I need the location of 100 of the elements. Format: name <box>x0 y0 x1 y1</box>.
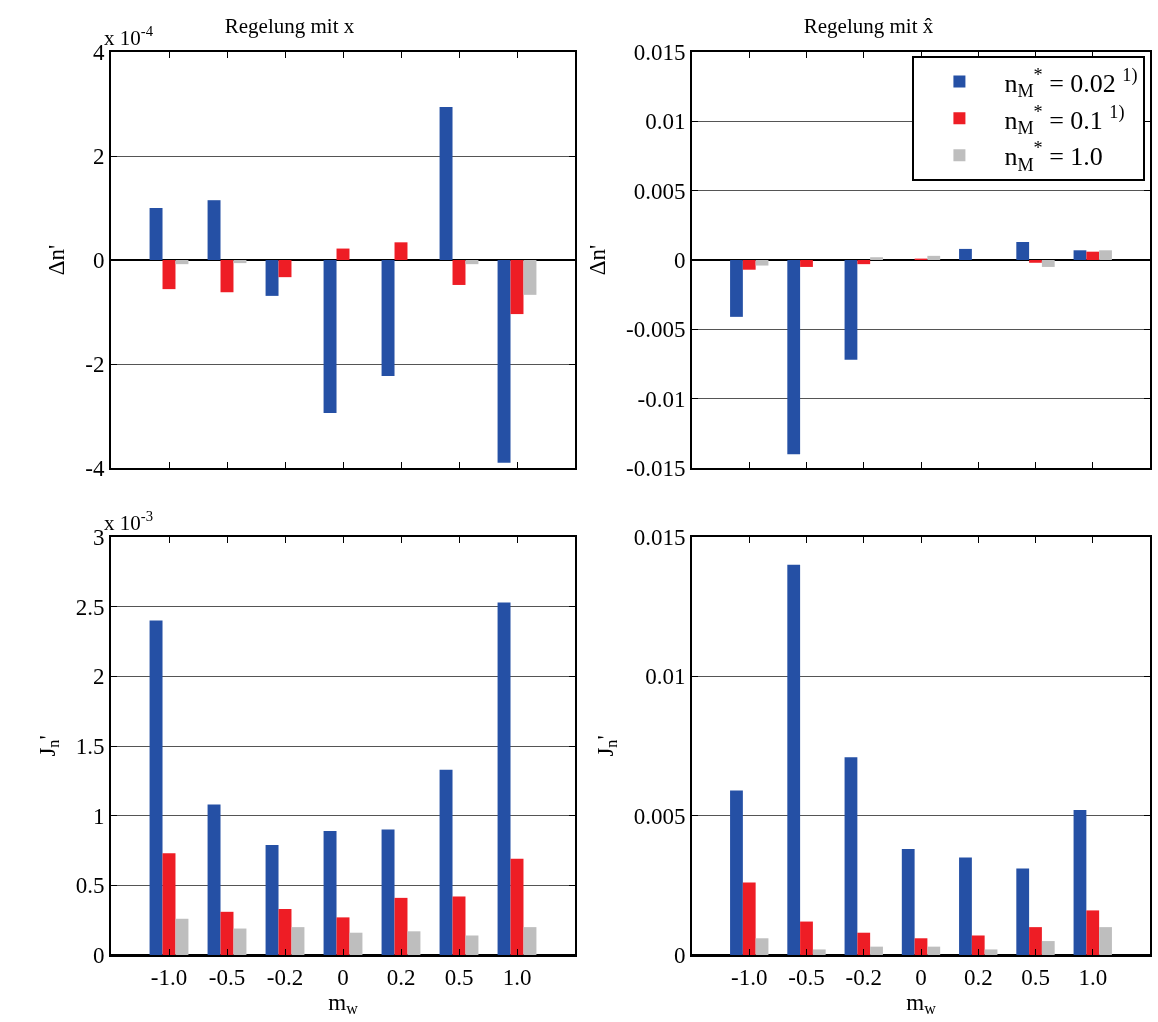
y-tick-label: 0 <box>92 943 105 969</box>
y-tick-label: 0.01 <box>645 664 686 690</box>
bar <box>812 949 826 955</box>
bar <box>1016 868 1030 955</box>
bar <box>1029 927 1042 955</box>
x-tick-label: 0 <box>915 964 927 990</box>
x-tick-label: -0.2 <box>266 964 304 990</box>
y-axis-title: Δn' <box>584 244 610 276</box>
bar <box>452 260 466 285</box>
bar <box>381 829 395 955</box>
y-tick-label: 0.005 <box>633 803 686 829</box>
x-tick-label: 0 <box>337 964 349 990</box>
bar <box>800 260 813 267</box>
y-tick-label: 1.5 <box>75 734 105 760</box>
bar <box>742 260 756 270</box>
bar <box>1086 910 1100 955</box>
bar <box>323 830 337 955</box>
bar <box>407 931 421 955</box>
x-tick-label: 0.2 <box>963 964 993 990</box>
bar <box>278 909 292 955</box>
bar <box>959 248 972 260</box>
bar <box>1029 260 1042 263</box>
bar <box>927 946 941 955</box>
legend-label: n$_{M}$$^{*}$ = 1.0 <box>1004 138 1103 175</box>
bar <box>465 935 479 955</box>
bar <box>220 260 234 293</box>
y-tick-label: 0 <box>673 248 686 274</box>
bar <box>510 260 524 315</box>
bar <box>336 917 350 955</box>
bar <box>220 911 234 955</box>
bar <box>870 946 883 955</box>
bar <box>857 260 871 265</box>
x-tick-label: 0.5 <box>444 964 474 990</box>
bar <box>755 938 769 955</box>
y-tick-label: 0.015 <box>633 40 686 66</box>
bar <box>959 857 972 955</box>
y-tick-label: -0.01 <box>637 386 686 412</box>
bar <box>175 918 189 955</box>
y-tick-label: 3 <box>92 525 105 551</box>
bar <box>742 882 756 955</box>
bar <box>233 260 247 264</box>
y-tick-label: 0 <box>92 248 105 274</box>
bar <box>1073 250 1087 260</box>
bar <box>523 260 537 295</box>
bar <box>207 200 221 260</box>
y-tick-label: -0.015 <box>625 456 686 482</box>
y-tick-label: 4 <box>92 40 105 66</box>
bar <box>394 242 408 260</box>
text: x 10$^{-4}$ <box>104 23 154 50</box>
y-tick-label: 0.015 <box>633 525 686 551</box>
y-tick-label: -4 <box>85 456 105 482</box>
bar <box>927 255 941 260</box>
x-tick-label: 1.0 <box>502 964 532 990</box>
bar <box>1073 810 1087 955</box>
y-tick-label: 0.5 <box>75 873 105 899</box>
y-axis-title: Δn' <box>44 244 70 276</box>
legend-label: n$_{M}$$^{*}$ = 0.1 $^{1)}$ <box>1004 101 1125 138</box>
bar <box>857 932 871 955</box>
bar <box>149 208 163 260</box>
bar <box>1041 260 1055 267</box>
bar <box>162 260 176 290</box>
y-tick-label: 2.5 <box>75 594 105 620</box>
bar <box>439 107 453 260</box>
bar <box>787 564 801 955</box>
bar <box>914 938 928 955</box>
bar <box>971 935 985 955</box>
y-tick-label: -0.005 <box>625 317 686 343</box>
x-axis-title: m$_{w}$ <box>906 989 937 1018</box>
x-tick-label: -0.5 <box>208 964 246 990</box>
bar <box>233 928 247 955</box>
bar <box>439 769 453 955</box>
bar <box>265 844 279 955</box>
bar <box>162 853 176 955</box>
bar <box>730 790 743 955</box>
y-tick-label: 0.005 <box>633 178 686 204</box>
bar <box>1099 927 1112 955</box>
bar <box>349 932 363 955</box>
bar <box>787 260 801 455</box>
y-tick-label: 0 <box>673 943 686 969</box>
bar <box>291 927 305 955</box>
bar <box>844 260 858 360</box>
y-tick-label: -2 <box>85 352 105 378</box>
y-tick-label: 2 <box>92 664 105 690</box>
bar <box>870 257 883 260</box>
bar <box>278 260 292 278</box>
bar <box>497 260 511 463</box>
bar <box>265 260 279 296</box>
y-tick-label: 0.01 <box>645 109 686 135</box>
x-tick-label: 1.0 <box>1078 964 1108 990</box>
bar <box>497 602 511 955</box>
bar <box>730 260 743 317</box>
bar <box>800 921 813 955</box>
bar <box>207 804 221 955</box>
bar <box>901 849 915 955</box>
bar <box>523 927 537 955</box>
bar <box>755 260 769 266</box>
legend-label: n$_{M}$$^{*}$ = 0.02 $^{1)}$ <box>1004 64 1138 102</box>
y-tick-label: 2 <box>92 144 105 170</box>
bar <box>1016 241 1030 260</box>
chart-title: Regelung mit x̂ <box>803 13 934 38</box>
